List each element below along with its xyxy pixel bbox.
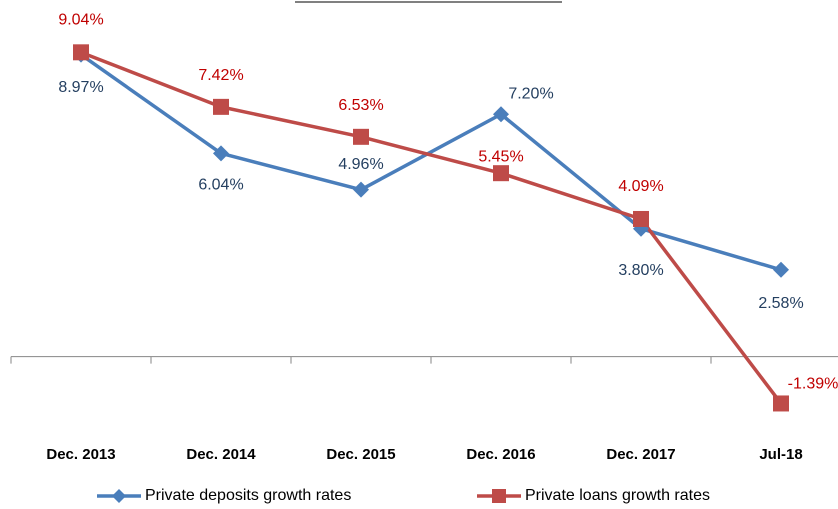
legend-label: Private loans growth rates xyxy=(525,487,710,504)
data-label: -1.39% xyxy=(788,376,838,393)
x-tick-label: Jul-18 xyxy=(759,446,802,463)
series-line xyxy=(79,53,782,272)
square-marker xyxy=(773,395,789,412)
square-marker xyxy=(493,165,509,182)
series-line xyxy=(80,50,783,405)
data-label: 9.04% xyxy=(58,12,103,29)
data-label: 6.53% xyxy=(338,97,383,114)
data-label: 4.09% xyxy=(618,178,663,195)
square-marker xyxy=(73,44,89,61)
square-marker xyxy=(633,210,649,227)
diamond-marker xyxy=(213,145,229,162)
square-marker xyxy=(213,98,229,115)
diamond-marker xyxy=(773,261,789,278)
legend-label: Private deposits growth rates xyxy=(145,487,351,504)
legend-marker xyxy=(492,489,506,503)
data-label: 2.58% xyxy=(758,295,803,312)
data-label: 4.96% xyxy=(338,156,383,173)
data-label: 6.04% xyxy=(198,177,243,194)
x-tick-label: Dec. 2016 xyxy=(466,446,535,463)
data-label: 3.80% xyxy=(618,262,663,279)
data-label: 5.45% xyxy=(478,148,523,165)
data-label: 7.20% xyxy=(508,85,553,102)
diamond-marker xyxy=(353,181,369,198)
x-tick-label: Dec. 2017 xyxy=(606,446,675,463)
x-tick-label: Dec. 2013 xyxy=(46,446,115,463)
diamond-marker xyxy=(493,106,509,123)
x-tick-label: Dec. 2015 xyxy=(326,446,395,463)
legend-marker xyxy=(112,489,126,503)
x-tick-label: Dec. 2014 xyxy=(186,446,256,463)
square-marker xyxy=(353,128,369,145)
data-label: 8.97% xyxy=(58,79,103,96)
data-label: 7.42% xyxy=(198,67,243,84)
